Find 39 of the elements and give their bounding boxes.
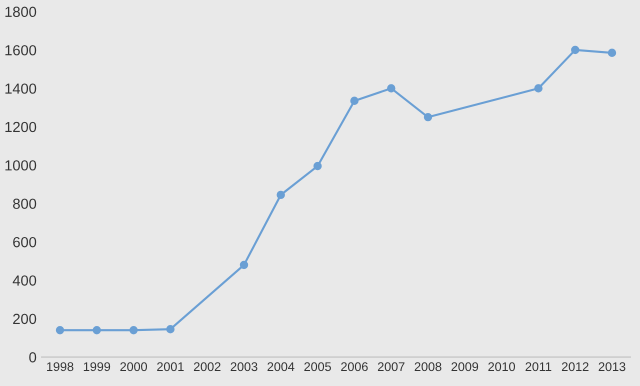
point (387, 84, 396, 93)
y-tick-label: 1400 (5, 83, 36, 94)
x-tick-label: 1998 (47, 362, 74, 372)
x-tick-label: 2010 (488, 362, 516, 372)
x-tick-label: 2003 (230, 362, 258, 372)
y-tick-label: 1200 (5, 122, 36, 132)
x-tick-label: 1999 (84, 362, 110, 372)
x-tick-label: 2005 (304, 362, 331, 372)
y-tick-label: 400 (12, 275, 36, 286)
point (56, 326, 64, 334)
point (534, 84, 543, 93)
point (129, 326, 138, 334)
x-tick-label: 2001 (157, 362, 184, 372)
x-tick-label: 2008 (414, 362, 442, 372)
y-tick-label: 1000 (5, 160, 36, 171)
x-tick-label: 2002 (194, 362, 220, 372)
x-tick-label: 2000 (120, 362, 148, 372)
x-tick-label: 2007 (378, 362, 404, 372)
y-tick-label: 200 (13, 314, 36, 324)
x-tick-label: 2006 (341, 362, 368, 372)
y-tick-label: 1600 (5, 45, 36, 56)
x-tick-label: 2004 (268, 362, 294, 372)
point (571, 46, 580, 54)
point (608, 48, 616, 58)
point (92, 326, 101, 334)
y-tick-label: 600 (13, 236, 36, 248)
x-tick-label: 2013 (598, 362, 626, 372)
x-tick-label: 2009 (452, 362, 478, 372)
point (240, 260, 248, 270)
point (424, 112, 432, 122)
point (350, 96, 359, 105)
x-tick-label: 2012 (562, 362, 588, 372)
y-tick-label: 0 (29, 352, 36, 362)
point (166, 325, 175, 334)
point (276, 190, 285, 200)
point (313, 162, 322, 170)
y-tick-label: 1800 (5, 6, 36, 18)
y-tick-label: 800 (13, 198, 36, 209)
x-tick-label: 2011 (526, 362, 552, 372)
